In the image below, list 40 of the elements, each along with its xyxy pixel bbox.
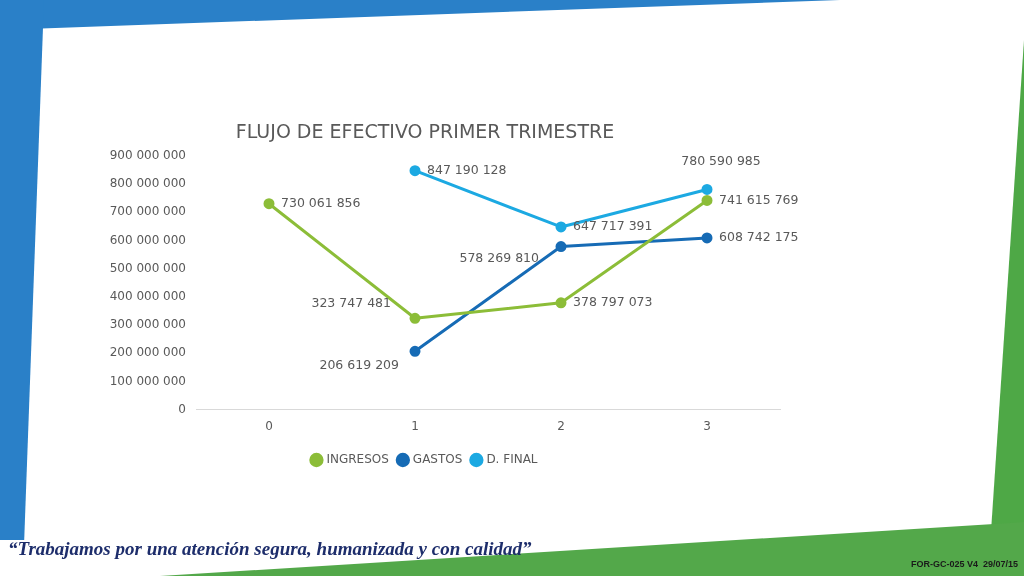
- data-label: 647 717 391: [573, 218, 653, 234]
- point: [409, 345, 421, 357]
- point: [555, 221, 567, 233]
- y-tick-label: 200 000 000: [109, 345, 186, 360]
- data-label: 608 742 175: [719, 229, 799, 245]
- x-tick-label: 0: [265, 418, 273, 433]
- legend-label: INGRESOS: [326, 452, 389, 467]
- data-label: 578 269 810: [459, 249, 540, 265]
- y-tick-label: 600 000 000: [109, 232, 186, 247]
- data-label: 741 615 769: [719, 191, 799, 207]
- y-tick-label: 800 000 000: [109, 176, 186, 191]
- data-label: 730 061 856: [281, 194, 361, 210]
- chart-title: FLUJO DE EFECTIVO PRIMER TRIMESTRE: [235, 120, 615, 143]
- point: [555, 241, 567, 253]
- y-tick-label: 0: [178, 401, 186, 416]
- text: “Trabajamos por una atención segura, humanizada y con calidad”: [8, 538, 532, 560]
- y-tick-label: 100 000 000: [109, 373, 186, 388]
- point: [701, 183, 713, 195]
- y-tick-label: 500 000 000: [109, 260, 186, 275]
- point: [555, 297, 567, 309]
- y-tick-label: 400 000 000: [109, 288, 186, 303]
- data-label: 206 619 209: [319, 356, 400, 372]
- data-label: 378 797 073: [573, 294, 653, 310]
- point: [409, 165, 421, 177]
- y-tick-label: 700 000 000: [109, 204, 186, 219]
- point: [263, 198, 275, 210]
- point: [409, 312, 421, 324]
- x-tick-label: 1: [411, 418, 419, 433]
- y-tick-label: 300 000 000: [109, 317, 186, 332]
- point: [701, 194, 713, 206]
- data-label: 847 190 128: [427, 161, 507, 177]
- legend-label: D. FINAL: [486, 452, 538, 467]
- y-tick-label: 900 000 000: [109, 147, 186, 162]
- data-label: 323 747 481: [311, 294, 391, 310]
- text: FOR-GC-025 V4 29/07/15: [910, 559, 1018, 569]
- data-label: 780 590 985: [681, 152, 761, 168]
- legend-label: GASTOS: [412, 452, 463, 467]
- x-tick-label: 2: [557, 418, 565, 433]
- point: [701, 232, 713, 244]
- x-tick-label: 3: [703, 418, 711, 433]
